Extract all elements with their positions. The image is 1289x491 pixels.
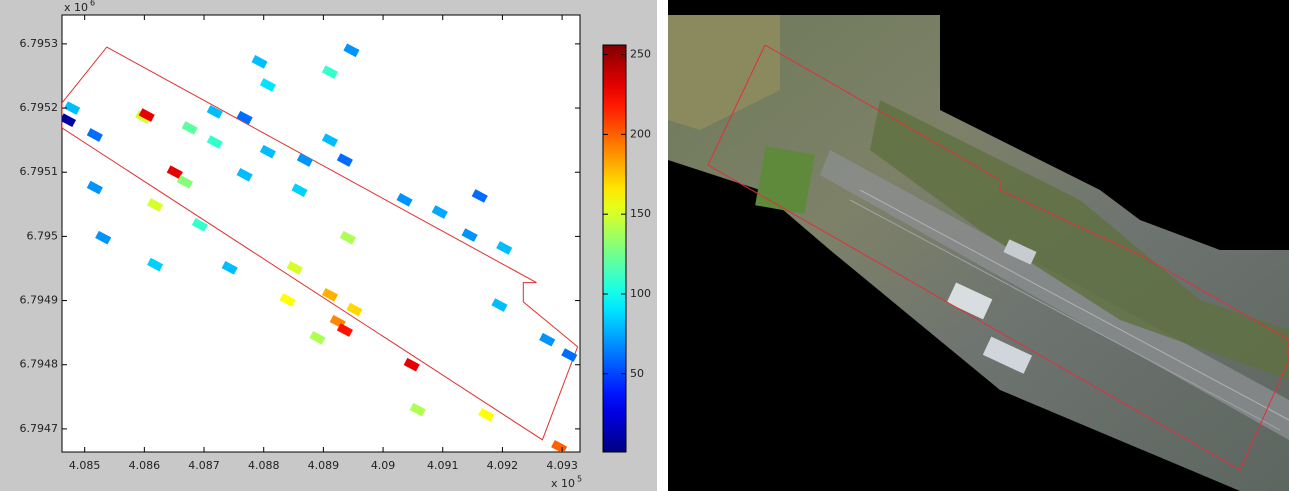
colorbar xyxy=(603,45,626,452)
x-tick-label: 4.093 xyxy=(546,459,578,472)
y-multiplier: x 10 xyxy=(64,1,88,14)
y-tick-label: 6.7952 xyxy=(20,101,59,114)
y-tick-label: 6.795 xyxy=(27,229,59,242)
figure: x 10 6 x 10 5 4.085 4.086 4.087 4.088 4.089 4… xyxy=(0,0,1289,491)
y-tick-label: 6.7951 xyxy=(20,165,59,178)
x-multiplier: x 10 xyxy=(551,477,575,490)
x-tick-label: 4.089 xyxy=(308,459,340,472)
axes xyxy=(62,15,580,452)
y-exponent: 6 xyxy=(90,0,95,8)
x-tick-label: 4.088 xyxy=(248,459,280,472)
x-tick-label: 4.087 xyxy=(188,459,220,472)
colorbar-tick-label: 100 xyxy=(630,287,651,300)
colorbar-tick-label: 150 xyxy=(630,207,651,220)
y-tick-label: 6.7953 xyxy=(20,37,59,50)
y-tick-label: 6.7948 xyxy=(20,358,59,371)
x-tick-label: 4.085 xyxy=(69,459,101,472)
x-tick-label: 4.09 xyxy=(371,459,396,472)
colorbar-tick-label: 250 xyxy=(630,48,651,61)
x-tick-label: 4.086 xyxy=(129,459,161,472)
x-tick-label: 4.092 xyxy=(487,459,519,472)
page: x 10 6 x 10 5 4.085 4.086 4.087 4.088 4.089 4… xyxy=(0,0,1289,491)
x-exponent: 5 xyxy=(577,475,582,484)
y-tick-label: 6.7947 xyxy=(20,422,59,435)
x-tick-label: 4.091 xyxy=(427,459,459,472)
colorbar-tick-label: 200 xyxy=(630,127,651,140)
y-tick-label: 6.7949 xyxy=(20,294,59,307)
colorbar-tick-label: 50 xyxy=(630,367,644,380)
